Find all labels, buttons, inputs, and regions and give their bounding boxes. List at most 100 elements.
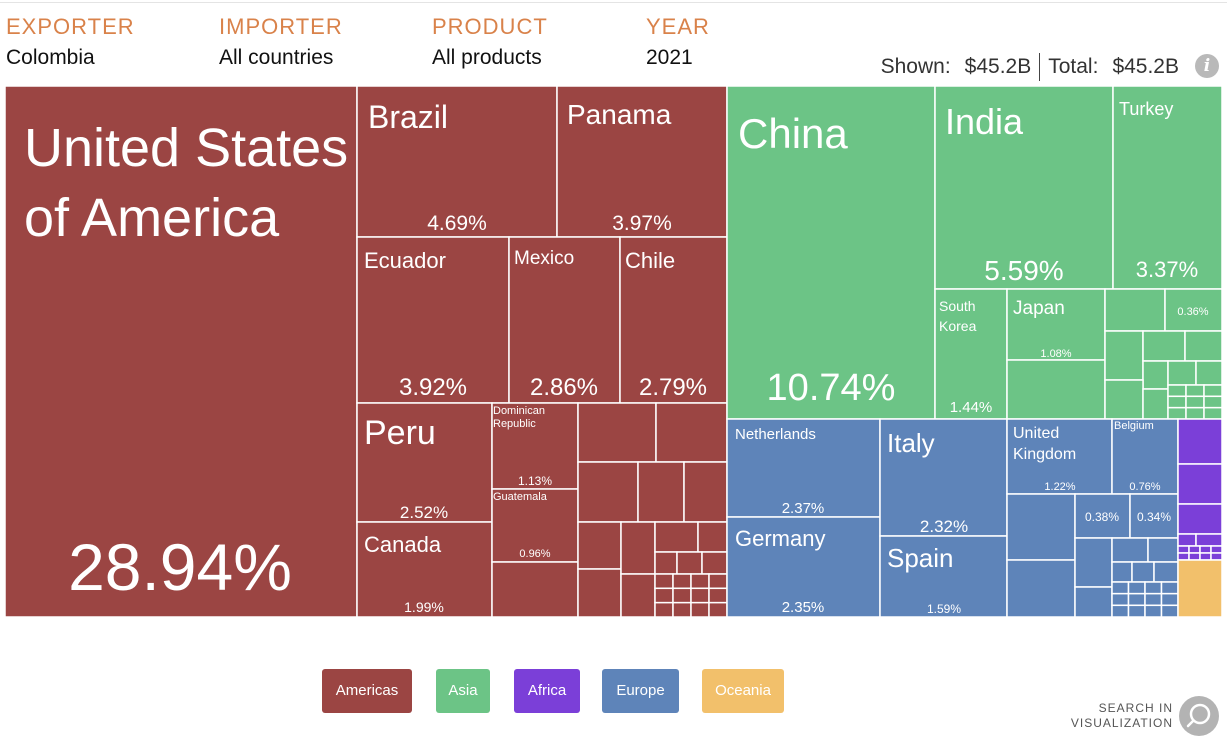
cell-spain[interactable] bbox=[879, 535, 1008, 618]
legend-europe[interactable]: Europe bbox=[602, 669, 679, 713]
legend-oceania[interactable]: Oceania bbox=[702, 669, 784, 713]
cell-china[interactable] bbox=[726, 85, 936, 420]
filter-product-value[interactable]: All products bbox=[432, 46, 542, 69]
legend-asia[interactable]: Asia bbox=[436, 669, 490, 713]
cell-united-states-of-america[interactable] bbox=[4, 85, 358, 618]
treemap-cell-unlabeled[interactable] bbox=[577, 461, 639, 523]
treemap-cell-unlabeled[interactable] bbox=[697, 521, 728, 553]
treemap-cell-unlabeled[interactable] bbox=[1111, 592, 1130, 607]
treemap-cell-unlabeled[interactable] bbox=[1203, 406, 1223, 420]
treemap-cell-unlabeled[interactable] bbox=[1188, 545, 1201, 554]
treemap-cell-unlabeled[interactable] bbox=[1160, 581, 1179, 595]
treemap-cell-unlabeled[interactable] bbox=[1131, 561, 1155, 583]
treemap-cell-unlabeled[interactable] bbox=[1074, 586, 1113, 618]
treemap-cell-unlabeled[interactable] bbox=[1184, 330, 1223, 362]
treemap-cell-unlabeled[interactable] bbox=[654, 601, 674, 618]
cell-belgium[interactable] bbox=[1111, 418, 1179, 495]
cell-peru[interactable] bbox=[356, 402, 493, 523]
cell-south-korea[interactable] bbox=[934, 288, 1008, 420]
treemap-cell-unlabeled[interactable] bbox=[1167, 395, 1187, 409]
treemap-cell-unlabeled[interactable] bbox=[1111, 581, 1130, 595]
cell-ecuador[interactable] bbox=[356, 236, 510, 404]
cell-item-15[interactable] bbox=[1164, 288, 1223, 332]
cell-india[interactable] bbox=[934, 85, 1114, 290]
treemap-cell-unlabeled[interactable] bbox=[708, 601, 728, 618]
cell-canada[interactable] bbox=[356, 521, 493, 618]
treemap-cell-unlabeled[interactable] bbox=[1127, 581, 1146, 595]
treemap-cell-unlabeled[interactable] bbox=[1006, 359, 1106, 420]
treemap-cell-unlabeled[interactable] bbox=[1142, 330, 1186, 362]
treemap-cell-unlabeled[interactable] bbox=[690, 573, 710, 590]
treemap-cell-unlabeled[interactable] bbox=[654, 521, 699, 553]
treemap-cell-unlabeled[interactable] bbox=[1177, 418, 1223, 465]
treemap-cell-unlabeled[interactable] bbox=[577, 568, 622, 618]
treemap-cell-unlabeled[interactable] bbox=[1167, 384, 1187, 398]
info-icon[interactable]: i bbox=[1195, 54, 1219, 78]
cell-italy[interactable] bbox=[879, 418, 1008, 537]
treemap-cell-unlabeled[interactable] bbox=[1203, 384, 1223, 398]
treemap-cell-unlabeled[interactable] bbox=[1177, 463, 1223, 505]
treemap-cell-unlabeled[interactable] bbox=[708, 573, 728, 590]
cell-chile[interactable] bbox=[619, 236, 728, 404]
cell-item-22[interactable] bbox=[1074, 493, 1131, 539]
treemap-cell-unlabeled[interactable] bbox=[1185, 395, 1205, 409]
treemap-cell-unlabeled[interactable] bbox=[1167, 360, 1197, 386]
filter-year[interactable]: YEAR 2021 bbox=[646, 14, 710, 71]
treemap-cell-unlabeled[interactable] bbox=[654, 587, 674, 604]
treemap-cell-unlabeled[interactable] bbox=[654, 551, 678, 575]
treemap-cell-unlabeled[interactable] bbox=[1144, 581, 1163, 595]
treemap-cell-unlabeled[interactable] bbox=[1074, 537, 1113, 588]
treemap-cell-unlabeled[interactable] bbox=[1160, 592, 1179, 607]
search-in-visualization[interactable]: SEARCH IN VISUALIZATION bbox=[1071, 696, 1219, 736]
treemap-cell-unlabeled[interactable] bbox=[577, 521, 622, 570]
treemap-cell-unlabeled[interactable] bbox=[708, 587, 728, 604]
treemap-cell-unlabeled[interactable] bbox=[672, 587, 692, 604]
treemap-cell-unlabeled[interactable] bbox=[1144, 604, 1163, 618]
treemap-cell-unlabeled[interactable] bbox=[1006, 559, 1076, 618]
treemap-cell-unlabeled[interactable] bbox=[1195, 360, 1223, 386]
treemap-cell-unlabeled[interactable] bbox=[690, 601, 710, 618]
treemap-cell-unlabeled[interactable] bbox=[1142, 388, 1169, 420]
legend-africa[interactable]: Africa bbox=[514, 669, 580, 713]
search-icon[interactable] bbox=[1179, 696, 1219, 736]
treemap-cell-unlabeled[interactable] bbox=[620, 573, 656, 618]
treemap-cell-unlabeled[interactable] bbox=[1104, 288, 1166, 332]
filter-exporter[interactable]: EXPORTER Colombia bbox=[6, 14, 135, 71]
treemap-cell-unlabeled[interactable] bbox=[1142, 360, 1169, 390]
treemap-cell-unlabeled[interactable] bbox=[690, 587, 710, 604]
treemap-cell-unlabeled[interactable] bbox=[1147, 537, 1179, 563]
treemap-cell-unlabeled[interactable] bbox=[1104, 330, 1144, 381]
treemap-cell-unlabeled[interactable] bbox=[1210, 552, 1223, 561]
treemap-cell-unlabeled[interactable] bbox=[1111, 604, 1130, 618]
cell-panama[interactable] bbox=[556, 85, 728, 238]
legend-americas[interactable]: Americas bbox=[322, 669, 412, 713]
filter-importer[interactable]: IMPORTER All countries bbox=[219, 14, 343, 71]
treemap-cell-unlabeled[interactable] bbox=[1185, 406, 1205, 420]
treemap-cell-unlabeled[interactable] bbox=[1210, 545, 1223, 554]
treemap-cell-unlabeled[interactable] bbox=[491, 561, 579, 618]
treemap-cell-unlabeled[interactable] bbox=[1111, 537, 1149, 563]
treemap-cell-unlabeled[interactable] bbox=[1167, 406, 1187, 420]
cell-germany[interactable] bbox=[726, 516, 881, 618]
filter-exporter-value[interactable]: Colombia bbox=[6, 46, 95, 69]
treemap-cell-unlabeled[interactable] bbox=[1199, 545, 1212, 554]
treemap-cell-unlabeled[interactable] bbox=[672, 601, 692, 618]
treemap-cell-unlabeled[interactable] bbox=[1144, 592, 1163, 607]
treemap-cell-unlabeled[interactable] bbox=[1127, 604, 1146, 618]
treemap-cell-unlabeled[interactable] bbox=[577, 402, 657, 463]
treemap-cell-unlabeled[interactable] bbox=[1188, 552, 1201, 561]
treemap-cell-unlabeled[interactable] bbox=[676, 551, 703, 575]
treemap-cell-unlabeled[interactable] bbox=[1177, 545, 1190, 554]
treemap-cell-unlabeled[interactable] bbox=[655, 402, 728, 463]
treemap-cell-unlabeled[interactable] bbox=[1199, 552, 1212, 561]
cell-mexico[interactable] bbox=[508, 236, 621, 404]
treemap-cell-unlabeled[interactable] bbox=[1127, 592, 1146, 607]
treemap-cell-unlabeled[interactable] bbox=[1104, 379, 1144, 420]
treemap-cell-unlabeled[interactable] bbox=[1177, 533, 1197, 547]
treemap-cell-unlabeled[interactable] bbox=[1195, 533, 1223, 547]
treemap-cell-unlabeled[interactable] bbox=[1203, 395, 1223, 409]
treemap-cell-unlabeled[interactable] bbox=[701, 551, 728, 575]
treemap-cell-unlabeled[interactable] bbox=[1160, 604, 1179, 618]
filter-importer-value[interactable]: All countries bbox=[219, 46, 334, 69]
treemap-cell-unlabeled[interactable] bbox=[1111, 561, 1133, 583]
